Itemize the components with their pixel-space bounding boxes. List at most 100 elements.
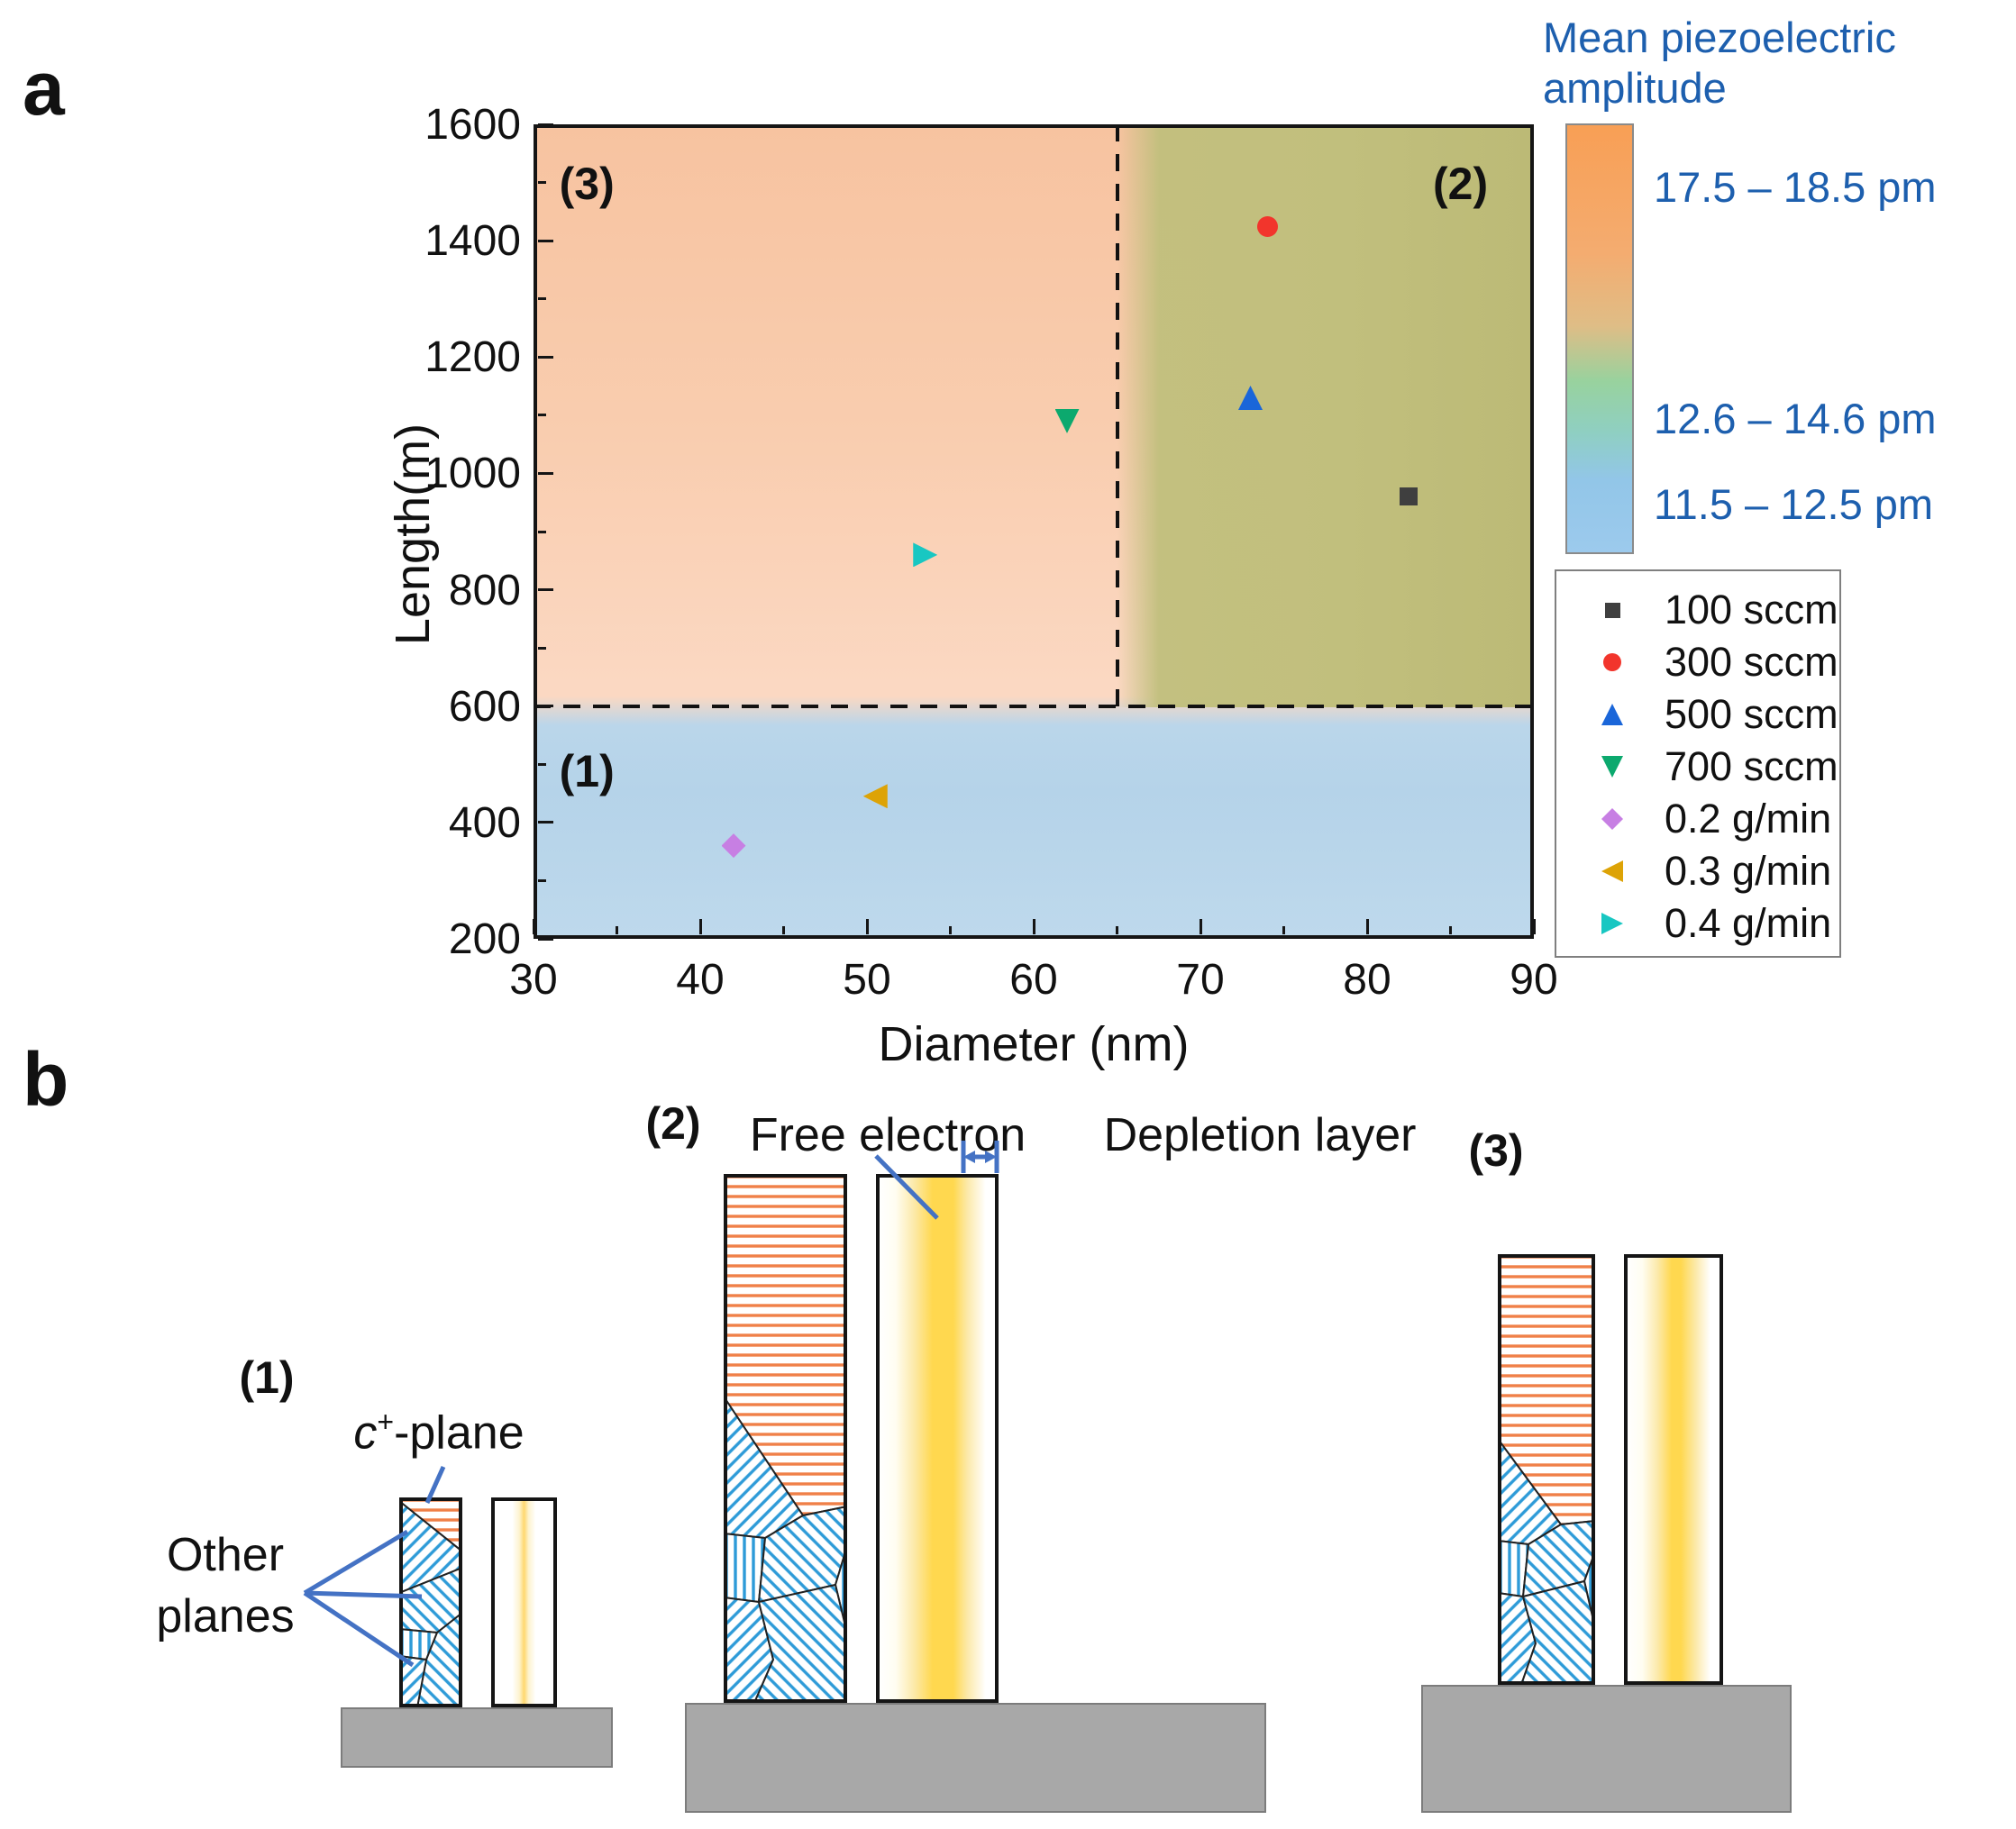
- y-tick-minor: [538, 181, 546, 185]
- x-tick-minor: [782, 926, 785, 934]
- c-plane-suffix: -plane: [394, 1406, 525, 1460]
- y-tick-label: 1400: [424, 217, 521, 266]
- legend-item-500-sccm: 500 sccm: [1556, 688, 1839, 740]
- substrate-2: [685, 1703, 1266, 1813]
- x-tick-major: [698, 919, 702, 934]
- data-point-100-sccm: [1400, 487, 1418, 506]
- x-tick-major: [865, 919, 869, 934]
- faceted-nanowire-2: [724, 1174, 847, 1703]
- y-tick-major: [538, 705, 553, 708]
- legend-item-0.4-g-min: 0.4 g/min: [1556, 897, 1839, 949]
- y-tick-minor: [538, 762, 546, 766]
- y-tick-major: [538, 123, 553, 126]
- region-label-1: (1): [559, 745, 615, 796]
- x-tick-minor: [1116, 926, 1118, 934]
- legend-marker-triangle-down: [1601, 756, 1623, 778]
- legend-item-0.3-g-min: 0.3 g/min: [1556, 845, 1839, 896]
- c-plane-c: c: [353, 1406, 378, 1460]
- y-tick-major: [538, 355, 553, 359]
- y-tick-minor: [538, 414, 546, 417]
- panel-a-letter: a: [23, 46, 65, 131]
- x-tick-minor: [949, 926, 952, 934]
- colorbar-title: Mean piezoelectric amplitude: [1543, 13, 2016, 114]
- x-tick-label: 50: [843, 956, 891, 1004]
- legend-label: 0.3 g/min: [1665, 847, 1832, 894]
- substrate-3: [1421, 1685, 1792, 1813]
- x-tick-major: [532, 919, 535, 934]
- legend-marker-triangle-up: [1601, 704, 1623, 725]
- data-point-300-sccm: [1256, 215, 1278, 237]
- legend-item-300-sccm: 300 sccm: [1556, 636, 1839, 687]
- other-planes-line2: planes: [156, 1590, 295, 1642]
- colorbar-title-line2: amplitude: [1543, 64, 1727, 113]
- y-tick-label: 600: [448, 682, 521, 731]
- region-label-3: (3): [559, 158, 615, 209]
- x-tick-major: [1032, 919, 1035, 934]
- legend-marker-square: [1604, 602, 1620, 618]
- y-tick-label: 400: [448, 798, 521, 847]
- x-tick-minor: [1282, 926, 1285, 934]
- y-tick-minor: [538, 297, 546, 301]
- x-tick-minor: [616, 926, 618, 934]
- schematic-2-label: (2): [645, 1098, 701, 1149]
- x-tick-label: 70: [1176, 956, 1225, 1004]
- y-tick-label: 200: [448, 915, 521, 963]
- x-tick-label: 90: [1510, 956, 1558, 1004]
- y-tick-label: 1000: [424, 450, 521, 498]
- x-tick-major: [1532, 919, 1536, 934]
- legend-marker-diamond: [1601, 808, 1623, 830]
- y-tick-major: [538, 588, 553, 592]
- legend-label: 100 sccm: [1665, 586, 1838, 632]
- x-tick-label: 80: [1343, 956, 1391, 1004]
- x-tick-major: [1199, 919, 1202, 934]
- x-tick-label: 40: [676, 956, 725, 1004]
- legend-label: 500 sccm: [1665, 690, 1838, 737]
- y-tick-label: 1600: [424, 101, 521, 149]
- y-tick-major: [538, 471, 553, 475]
- y-tick-label: 1200: [424, 333, 521, 382]
- depleted-nanowire-3: [1624, 1254, 1723, 1685]
- y-tick-minor: [538, 878, 546, 882]
- region-2-overlay: [1117, 124, 1534, 707]
- colorbar-title-line1: Mean piezoelectric: [1543, 14, 1896, 61]
- c-plane-label: c+-plane: [331, 1406, 547, 1460]
- x-tick-label: 60: [1009, 956, 1058, 1004]
- legend-item-700-sccm: 700 sccm: [1556, 741, 1839, 792]
- y-tick-major: [538, 937, 553, 941]
- region-label-2: (2): [1433, 158, 1489, 209]
- legend-box: 100 sccm 300 sccm 500 sccm 700 sccm 0.2 g/mi…: [1555, 569, 1841, 958]
- x-tick-minor: [1449, 926, 1452, 934]
- y-tick-major: [538, 239, 553, 242]
- x-tick-label: 30: [509, 956, 558, 1004]
- legend-item-0.2-g-min: 0.2 g/min: [1556, 793, 1839, 844]
- y-axis-title: Length(m): [386, 423, 440, 646]
- legend-item-100-sccm: 100 sccm: [1556, 584, 1839, 635]
- colorbar-range-0: 17.5 – 18.5 pm: [1654, 163, 1937, 211]
- plot-frame: [534, 124, 1534, 939]
- y-tick-label: 800: [448, 566, 521, 614]
- boundary-vline: [1116, 124, 1119, 706]
- x-axis-title: Diameter (nm): [878, 1017, 1190, 1071]
- colorbar-range-1: 12.6 – 14.6 pm: [1654, 395, 1937, 442]
- legend-label: 0.4 g/min: [1665, 899, 1832, 946]
- other-planes-line1: Other: [166, 1529, 285, 1581]
- colorbar-gradient: [1565, 123, 1634, 554]
- x-tick-major: [1365, 919, 1369, 934]
- legend-label: 300 sccm: [1665, 638, 1838, 685]
- c-plane-sup: +: [377, 1406, 395, 1438]
- boundary-hline: [534, 705, 1534, 708]
- faceted-nanowire-3: [1498, 1254, 1595, 1685]
- colorbar-range-2: 11.5 – 12.5 pm: [1654, 480, 1934, 528]
- substrate-1: [341, 1707, 613, 1768]
- legend-label: 0.2 g/min: [1665, 795, 1832, 842]
- schematic-3-label: (3): [1468, 1125, 1524, 1176]
- y-tick-minor: [538, 646, 546, 650]
- free-electron-label: Free electron: [749, 1109, 1026, 1161]
- depletion-layer-label: Depletion layer: [1103, 1109, 1417, 1161]
- depleted-nanowire-1: [491, 1497, 557, 1707]
- faceted-nanowire-1: [399, 1497, 462, 1707]
- legend-marker-circle: [1603, 653, 1621, 671]
- depleted-nanowire-2: [876, 1174, 999, 1703]
- y-tick-major: [538, 821, 553, 824]
